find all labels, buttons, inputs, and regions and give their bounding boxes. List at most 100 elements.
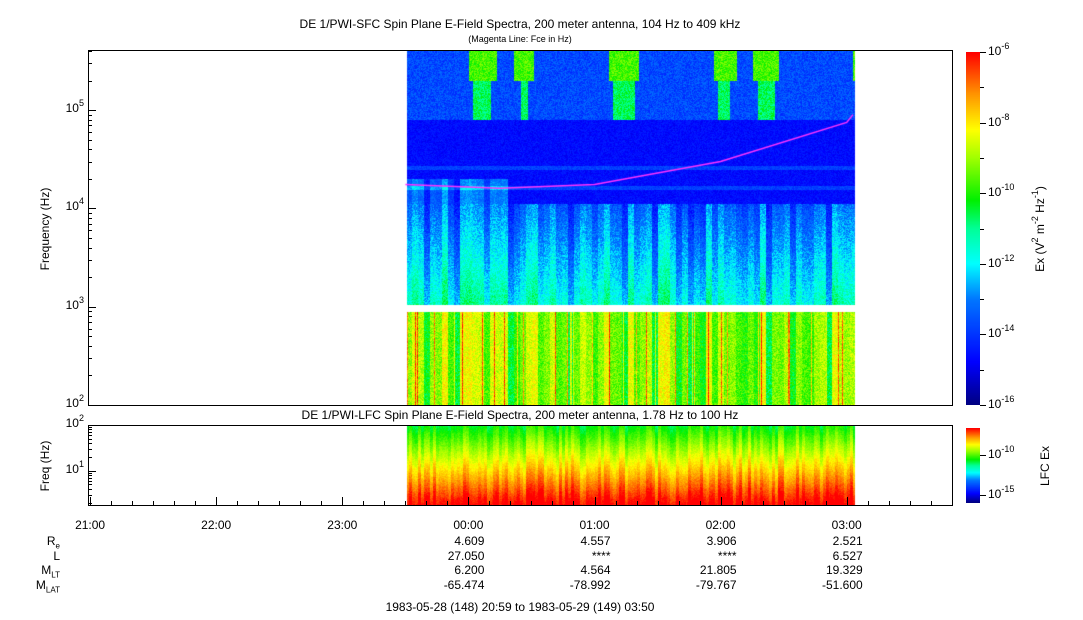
x-tick-label: 23:00 <box>327 518 358 532</box>
ephem-value: -51.600 <box>821 577 863 592</box>
x-tick-label: 22:00 <box>201 518 232 532</box>
sfc-colorbar-label: Ex (V2 m-2 Hz-1) <box>1030 164 1047 294</box>
y-minor-tick <box>88 432 92 434</box>
x-minor-tick <box>405 501 407 505</box>
cb-minor-tick <box>980 228 984 230</box>
x-minor-tick <box>174 501 176 505</box>
lfc-plot-frame <box>88 425 953 506</box>
cb-tick-label: 10-14 <box>988 323 1015 341</box>
x-minor-tick <box>573 501 575 505</box>
cb-tick-label: 10-10 <box>988 444 1015 461</box>
sfc-spectrogram <box>88 50 952 405</box>
y-minor-tick <box>88 63 92 65</box>
y-minor-tick <box>88 149 92 151</box>
cb-minor-tick <box>980 157 984 159</box>
lfc-spectrogram <box>88 425 952 505</box>
x-minor-tick <box>258 501 260 505</box>
ephem-label: L <box>53 548 60 563</box>
y-minor-tick <box>88 277 92 279</box>
x-minor-tick <box>699 501 701 505</box>
cb-minor-tick <box>980 369 984 371</box>
y-major-tick <box>88 208 96 210</box>
x-major-tick <box>90 497 92 505</box>
x-minor-tick <box>384 501 386 505</box>
y-major-tick <box>88 425 96 426</box>
x-minor-tick <box>132 501 134 505</box>
x-major-tick <box>216 497 218 505</box>
y-tick-label: 102 <box>65 393 84 410</box>
ephem-value: 21.805 <box>699 563 737 577</box>
x-minor-tick <box>741 501 743 505</box>
y-minor-tick <box>88 311 92 313</box>
y-major-tick <box>88 306 96 308</box>
cb-label-c: m <box>1033 224 1047 238</box>
y-minor-tick <box>88 345 92 347</box>
cb-tick <box>980 263 986 265</box>
x-tick-label: 00:00 <box>453 518 484 532</box>
y-tick-label: 101 <box>65 458 84 476</box>
x-minor-tick <box>195 501 197 505</box>
x-minor-tick <box>783 501 785 505</box>
time-range-footer: 1983-05-28 (148) 20:59 to 1983-05-29 (14… <box>385 600 655 614</box>
y-tick-label: 103 <box>65 294 84 312</box>
y-tick-label: 102 <box>65 413 84 430</box>
x-minor-tick <box>867 501 869 505</box>
y-minor-tick <box>88 217 92 219</box>
ephem-label: Re <box>46 534 60 551</box>
ephem-value: -78.992 <box>569 577 611 592</box>
cb-label-b: 2 <box>1030 237 1040 243</box>
y-minor-tick <box>88 494 92 496</box>
y-minor-tick <box>88 375 92 377</box>
x-minor-tick <box>657 501 659 505</box>
cb-tick-label: 10-15 <box>988 484 1015 501</box>
cb-label-e: Hz <box>1033 198 1047 217</box>
y-minor-tick <box>88 448 92 450</box>
cb-tick-label: 10-10 <box>988 182 1015 200</box>
x-minor-tick <box>762 501 764 505</box>
cb-minor-tick <box>980 299 984 301</box>
chart-subtitle: (Magenta Line: Fce in Hz) <box>468 34 572 44</box>
y-minor-tick <box>88 456 92 458</box>
cb-label-d: -2 <box>1030 216 1040 225</box>
sfc-colorbar <box>966 52 980 405</box>
y-minor-tick <box>88 358 92 360</box>
y-minor-tick <box>88 212 92 214</box>
x-minor-tick <box>321 501 323 505</box>
y-minor-tick <box>88 475 92 477</box>
x-tick-label: 02:00 <box>705 518 736 532</box>
cb-label-a: Ex (V <box>1033 242 1047 272</box>
sfc-ylabel: Frequency (Hz) <box>38 187 52 271</box>
x-tick-label: 03:00 <box>831 518 862 532</box>
ephem-label: MLT <box>41 563 60 580</box>
x-minor-tick <box>678 501 680 505</box>
y-minor-tick <box>88 328 92 330</box>
cb-tick <box>980 495 986 496</box>
x-minor-tick <box>111 501 113 505</box>
cb-tick <box>980 52 986 53</box>
y-major-tick <box>88 405 96 406</box>
cb-tick <box>980 405 986 406</box>
cb-tick-label: 10-16 <box>988 394 1015 411</box>
cb-minor-tick <box>980 87 984 89</box>
cb-tick-label: 10-8 <box>988 111 1010 129</box>
x-minor-tick <box>447 501 449 505</box>
lfc-colorbar <box>966 428 980 503</box>
y-minor-tick <box>88 488 92 490</box>
y-minor-tick <box>88 119 92 121</box>
y-major-tick <box>88 110 96 112</box>
y-minor-tick <box>88 178 92 180</box>
y-tick-label: 104 <box>65 196 84 214</box>
y-minor-tick <box>88 131 92 133</box>
x-minor-tick <box>153 501 155 505</box>
y-minor-tick <box>88 50 92 52</box>
ephem-value: 4.557 <box>580 534 611 548</box>
y-minor-tick <box>88 161 92 163</box>
y-minor-tick <box>88 114 92 116</box>
x-minor-tick <box>930 501 932 505</box>
ephem-value: -79.767 <box>695 577 737 592</box>
y-minor-tick <box>88 139 92 141</box>
x-minor-tick <box>636 501 638 505</box>
ephem-value: 2.521 <box>832 534 863 548</box>
x-minor-tick <box>237 501 239 505</box>
